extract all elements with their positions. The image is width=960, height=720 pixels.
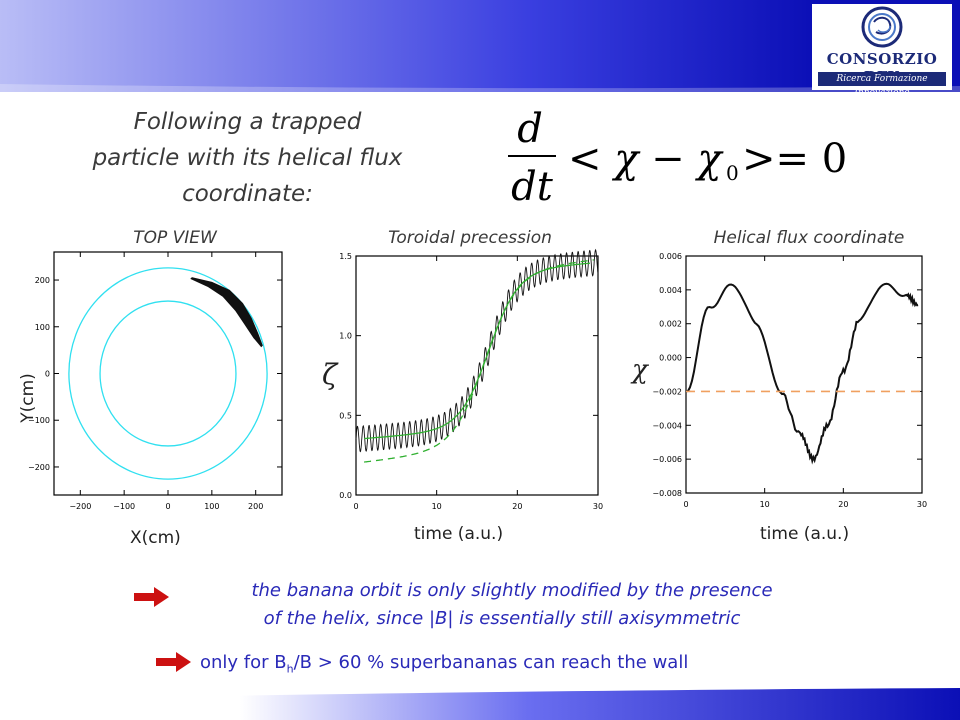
panel-3-ylabel: χ: [632, 355, 648, 385]
bullet-1-line-1: the banana orbit is only slightly modifi…: [251, 580, 773, 601]
panel-1-frame: [53, 251, 283, 496]
panel-2-xtick-label: 30: [593, 502, 603, 511]
panel-1-xtick-label: −100: [113, 502, 135, 511]
panel-3-ytick-label: −0.002: [652, 387, 682, 396]
panel-2-ytick-label: 1.0: [339, 332, 352, 341]
panel-1-xtick-label: −200: [69, 502, 91, 511]
bullet-2-post: /B > 60 % superbananas can reach the wal…: [293, 652, 689, 673]
panel-1-ytick-label: −100: [28, 416, 50, 425]
panel-3-ytick-label: 0.004: [659, 286, 682, 295]
arrow-bullet-icon: [156, 652, 191, 672]
panel-1-xtick-label: 200: [248, 502, 263, 511]
zeta-smooth-line: [364, 262, 590, 440]
zeta-dashed-fit-line: [363, 259, 595, 463]
panel-1-xtick-label: 0: [165, 502, 170, 511]
eq-body: < χ − χ: [568, 136, 724, 182]
panel-3-frame: [685, 255, 923, 494]
panel-3-ytick-label: −0.004: [652, 421, 682, 430]
panel-1-ytick-label: 200: [35, 276, 50, 285]
panel-2-title: Toroidal precession: [388, 228, 552, 248]
panel-3-xtick-label: 20: [838, 500, 848, 509]
bullet-2-pre: only for B: [200, 652, 287, 673]
panel-2-frame: [355, 255, 599, 496]
panel-3-xtick-label: 10: [760, 500, 770, 509]
panel-2-xtick-label: 10: [432, 502, 442, 511]
logo-tagline: Ricerca Formazione Innovazione: [818, 72, 946, 98]
banana-orbit-trace: [190, 277, 263, 348]
bullet-2-sub: h: [286, 662, 294, 676]
panel-3-xtick-label: 0: [683, 500, 688, 509]
consorzio-rfx-logo: CONSORZIO RFX Ricerca Formazione Innovaz…: [812, 4, 952, 98]
heading-line-1: Following a trapped: [133, 109, 362, 135]
panel-1-xlabel: X(cm): [130, 528, 181, 548]
equation: d dt < χ − χ 0 >= 0: [508, 108, 847, 208]
panel-3-ytick-label: −0.006: [652, 455, 682, 464]
panel-2-xtick-label: 20: [512, 502, 522, 511]
panel-3-ytick-label: 0.006: [659, 252, 682, 261]
circle-inner: [99, 300, 237, 447]
heading-line-2: particle with its helical flux: [92, 145, 403, 171]
eq-numerator: d: [517, 108, 543, 152]
bullet-1-line-2: of the helix, since |B| is essentially s…: [263, 608, 741, 629]
panel-1-ytick-label: 0: [45, 370, 50, 379]
panel-2-ytick-label: 0.5: [339, 411, 352, 420]
panel-3-ytick-label: −0.008: [652, 489, 682, 498]
header-bar: [0, 0, 960, 92]
slide-heading: Following a trapped particle with its he…: [50, 104, 445, 212]
panel-3-xtick-label: 30: [917, 500, 927, 509]
panel-3-title: Helical flux coordinate: [713, 228, 905, 248]
arrow-bullet-icon: [134, 587, 169, 607]
panel-1-xtick-label: 100: [204, 502, 219, 511]
heading-line-3: coordinate:: [182, 181, 313, 207]
panel-2-xtick-label: 0: [353, 502, 358, 511]
footer-bar: [0, 688, 960, 720]
panel-3-ytick-label: 0.000: [659, 354, 682, 363]
panel-1-ytick-label: −200: [28, 463, 50, 472]
panel-3-ytick-label: 0.002: [659, 320, 682, 329]
panel-3-xlabel: time (a.u.): [760, 524, 850, 544]
rfx-emblem-icon: [861, 6, 903, 48]
chi-line: [685, 282, 919, 465]
eq-denominator: dt: [511, 164, 554, 208]
zeta-oscillating-line: [355, 248, 599, 453]
panel-2-ytick-label: 1.5: [339, 252, 352, 261]
panel-2-ylabel: ζ: [322, 358, 338, 391]
circle-outer: [68, 267, 268, 480]
panel-1-title: TOP VIEW: [133, 228, 217, 248]
eq-tail: >= 0: [742, 136, 847, 182]
eq-subscript: 0: [726, 161, 739, 185]
panel-1-ytick-label: 100: [35, 323, 50, 332]
panel-2-xlabel: time (a.u.): [414, 524, 504, 544]
panel-2-ytick-label: 0.0: [339, 491, 352, 500]
bullet-2: only for Bh/B > 60 % superbananas can re…: [200, 652, 688, 676]
